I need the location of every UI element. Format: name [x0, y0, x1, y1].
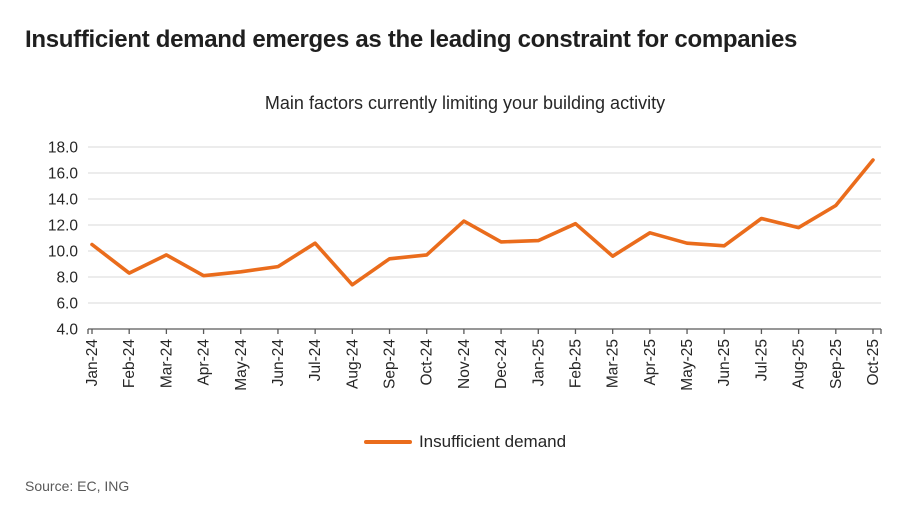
x-tick-label: Jun-24 — [270, 339, 287, 387]
y-tick-label: 16.0 — [48, 166, 79, 183]
x-tick-label: May-24 — [233, 339, 250, 391]
y-tick-label: 4.0 — [56, 322, 78, 339]
x-tick-label: Apr-25 — [642, 339, 659, 386]
x-tick-label: Oct-25 — [865, 339, 882, 386]
x-tick-label: Jun-25 — [716, 339, 733, 386]
line-chart: 4.0 6.0 8.0 10.0 12.0 14.0 16.0 18.0 Jan-24 Feb-2… — [0, 135, 900, 425]
y-tick-label: 10.0 — [48, 244, 79, 261]
x-tick-label: Sep-25 — [828, 339, 845, 389]
x-tick-label: Jan-24 — [84, 339, 101, 387]
chart-legend: Insufficient demand — [30, 432, 900, 452]
x-tick-label: Apr-24 — [196, 339, 213, 386]
y-tick-label: 12.0 — [48, 218, 79, 235]
x-tick-label: Jan-25 — [530, 339, 547, 386]
x-tick-label: Mar-25 — [605, 339, 622, 388]
x-tick-label: Sep-24 — [382, 339, 399, 389]
x-tick-label: Aug-25 — [791, 339, 808, 389]
legend-line-swatch — [363, 440, 412, 444]
y-tick-label: 6.0 — [56, 296, 78, 313]
series-line-insufficient-demand — [90, 158, 875, 287]
x-tick-label: Feb-25 — [567, 339, 584, 388]
x-tick-label: Jul-24 — [307, 339, 324, 382]
x-tick-label: Mar-24 — [158, 339, 175, 388]
source-note: Source: EC, ING — [25, 478, 130, 494]
legend-label: Insufficient demand — [418, 432, 567, 451]
x-tick-label: Jul-25 — [753, 339, 770, 381]
x-tick-label: Dec-24 — [493, 339, 510, 389]
chart-canvas: 4.0 6.0 8.0 10.0 12.0 14.0 16.0 18.0 Jan-24 Feb-2… — [48, 140, 882, 391]
x-tick-label: Aug-24 — [344, 339, 361, 389]
x-tick-label: Oct-24 — [419, 339, 436, 386]
page-title: Insufficient demand emerges as the leadi… — [25, 26, 798, 53]
x-tick-label: Feb-24 — [121, 339, 138, 388]
y-tick-label: 14.0 — [48, 192, 79, 209]
y-tick-label: 8.0 — [56, 270, 78, 287]
y-tick-label: 18.0 — [48, 140, 79, 157]
chart-title: Main factors currently limiting your bui… — [264, 93, 666, 113]
x-tick-label: May-25 — [679, 339, 696, 391]
x-tick-label: Nov-24 — [456, 339, 473, 389]
